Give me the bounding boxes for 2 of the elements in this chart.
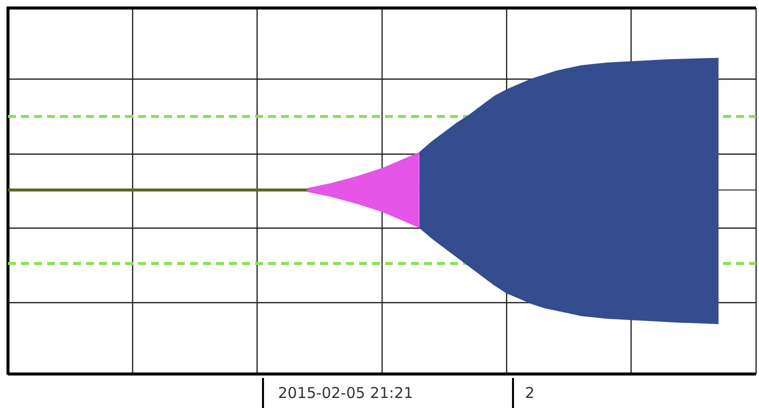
- text: 2: [525, 384, 535, 402]
- text: 2015-02-05 21:21: [278, 384, 414, 402]
